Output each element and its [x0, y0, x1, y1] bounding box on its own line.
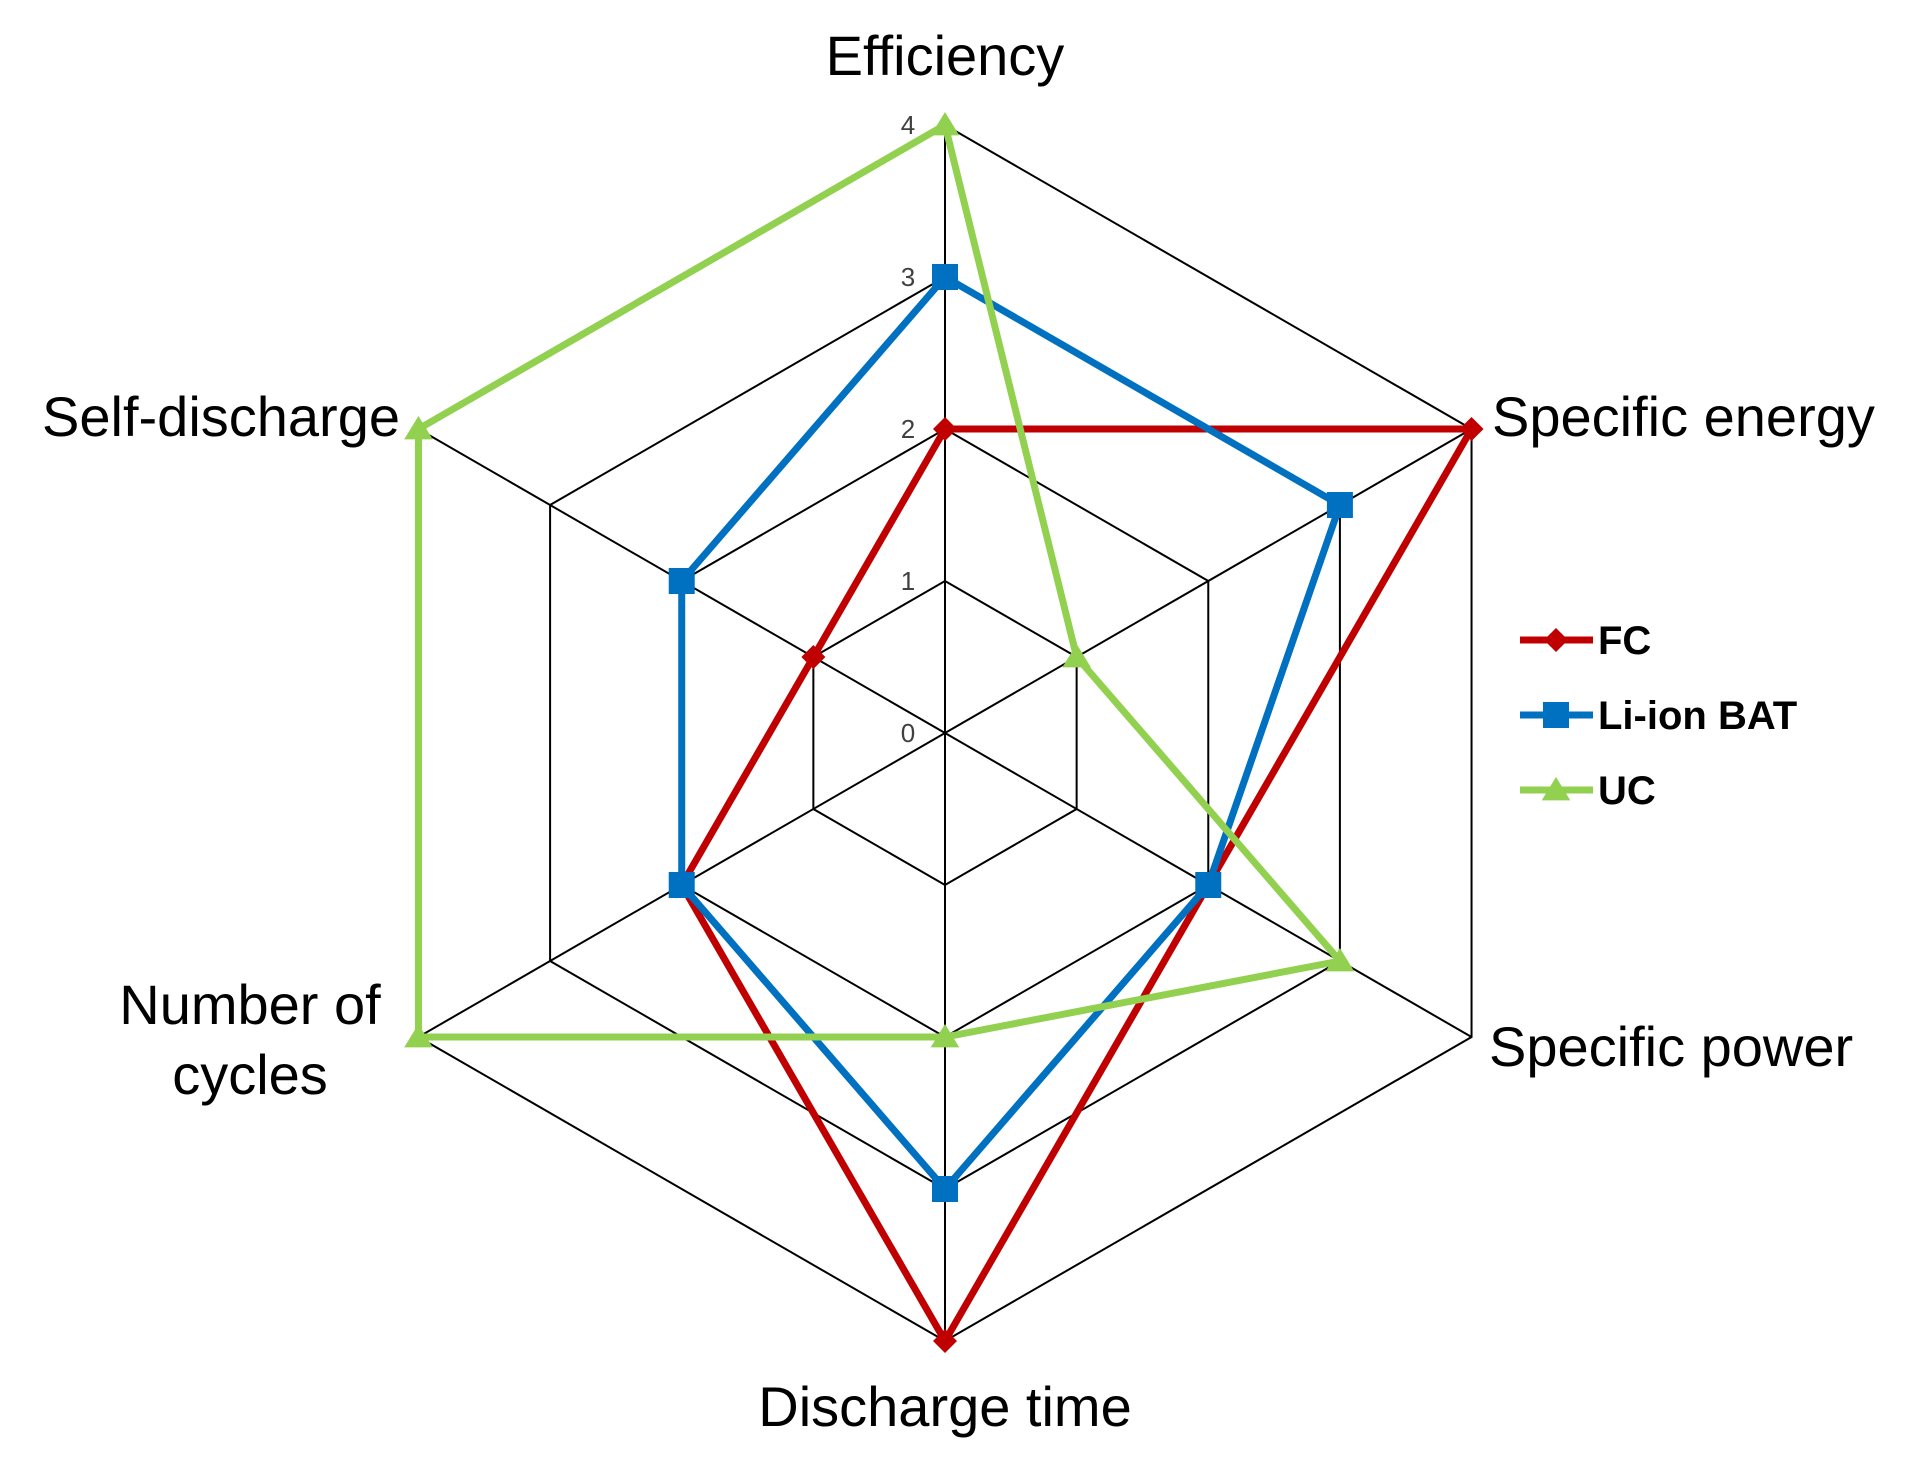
- legend-item: FC: [1520, 619, 1651, 663]
- category-label: Discharge time: [758, 1375, 1131, 1438]
- data-point-marker: [930, 112, 960, 136]
- data-point-marker: [1544, 628, 1568, 652]
- data-point-marker: [1459, 417, 1484, 441]
- data-point-marker: [1325, 948, 1355, 972]
- data-point-marker: [668, 872, 695, 898]
- category-label: Self-discharge: [42, 385, 400, 448]
- legend-item: UC: [1520, 769, 1656, 813]
- legend-item: Li-ion BAT: [1520, 694, 1797, 738]
- data-point-marker: [404, 416, 433, 440]
- data-point-marker: [1195, 872, 1222, 898]
- tick-labels: 0 1 2 3 4: [901, 110, 915, 748]
- data-point-marker: [932, 264, 958, 290]
- legend-label: Li-ion BAT: [1598, 694, 1797, 738]
- axes: [417, 125, 1473, 1341]
- series-line: [677, 425, 1478, 1348]
- category-labels: Efficiency Specific energy Specific power D…: [42, 24, 1875, 1438]
- category-label: Specific energy: [1492, 385, 1875, 448]
- series-li-ion-bat: [668, 264, 1353, 1202]
- tick-label: 4: [901, 110, 915, 140]
- data-point-marker: [1062, 644, 1091, 668]
- legend: FC Li-ion BAT UC: [1520, 619, 1797, 813]
- data-point-marker: [1326, 492, 1353, 518]
- category-label: Efficiency: [826, 24, 1065, 87]
- data-point-marker: [1541, 777, 1571, 801]
- legend-label: FC: [1598, 619, 1651, 663]
- series-uc: [404, 112, 1355, 1048]
- data-point-marker: [404, 1024, 433, 1048]
- data-point-marker: [801, 645, 826, 669]
- tick-label: 0: [901, 718, 915, 748]
- series: [404, 112, 1484, 1353]
- data-point-marker: [932, 1176, 958, 1202]
- data-point-marker: [933, 1329, 957, 1353]
- series-fc: [669, 417, 1484, 1353]
- data-point-marker: [1543, 702, 1569, 728]
- category-label: Specific power: [1489, 1015, 1853, 1078]
- axis-spoke: [944, 428, 1473, 734]
- category-label: Number of cycles: [119, 973, 381, 1106]
- tick-label: 3: [901, 262, 915, 292]
- data-point-marker: [930, 1024, 960, 1048]
- tick-label: 1: [901, 566, 915, 596]
- data-point-marker: [668, 568, 695, 594]
- data-point-marker: [933, 417, 957, 441]
- tick-label: 2: [901, 414, 915, 444]
- legend-label: UC: [1598, 769, 1656, 813]
